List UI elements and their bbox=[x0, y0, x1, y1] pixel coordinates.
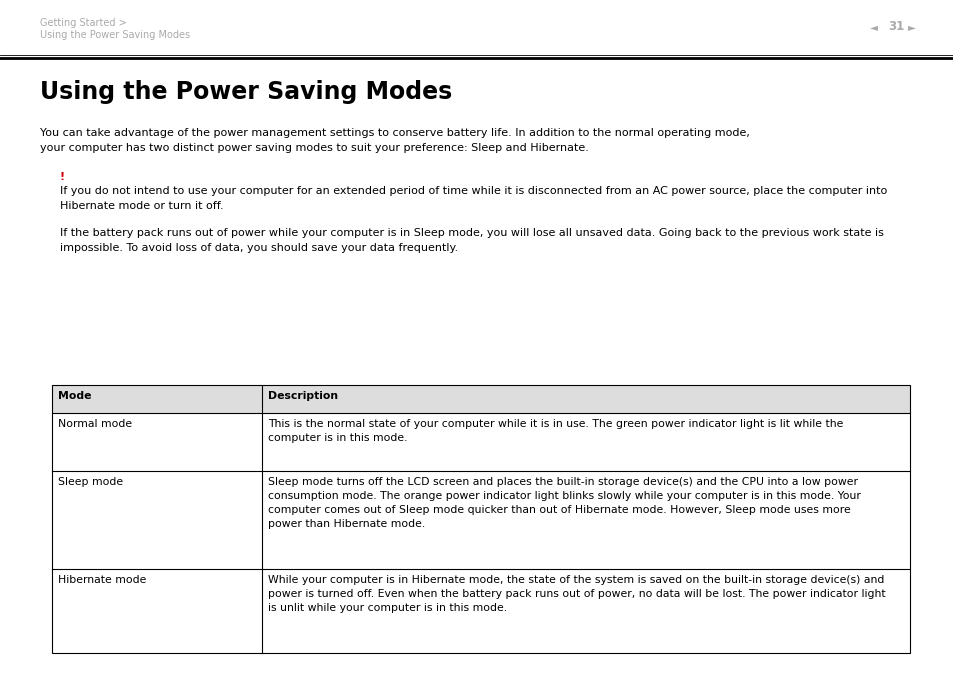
Text: impossible. To avoid loss of data, you should save your data frequently.: impossible. To avoid loss of data, you s… bbox=[60, 243, 457, 253]
Text: ►: ► bbox=[907, 22, 915, 32]
Text: Using the Power Saving Modes: Using the Power Saving Modes bbox=[40, 30, 190, 40]
Text: Getting Started >: Getting Started > bbox=[40, 18, 127, 28]
Text: While your computer is in Hibernate mode, the state of the system is saved on th: While your computer is in Hibernate mode… bbox=[268, 575, 885, 613]
Text: Normal mode: Normal mode bbox=[58, 419, 132, 429]
Text: Sleep mode turns off the LCD screen and places the built-in storage device(s) an: Sleep mode turns off the LCD screen and … bbox=[268, 477, 861, 529]
Text: If the battery pack runs out of power while your computer is in Sleep mode, you : If the battery pack runs out of power wh… bbox=[60, 228, 882, 238]
Text: Sleep mode: Sleep mode bbox=[58, 477, 123, 487]
Text: Description: Description bbox=[268, 391, 338, 401]
Text: Hibernate mode or turn it off.: Hibernate mode or turn it off. bbox=[60, 201, 223, 211]
Text: your computer has two distinct power saving modes to suit your preference: Sleep: your computer has two distinct power sav… bbox=[40, 143, 588, 153]
Text: 31: 31 bbox=[887, 20, 903, 33]
Text: Hibernate mode: Hibernate mode bbox=[58, 575, 146, 585]
Text: !: ! bbox=[60, 172, 65, 182]
Text: ◄: ◄ bbox=[869, 22, 877, 32]
Text: Mode: Mode bbox=[58, 391, 91, 401]
Text: You can take advantage of the power management settings to conserve battery life: You can take advantage of the power mana… bbox=[40, 128, 749, 138]
Text: This is the normal state of your computer while it is in use. The green power in: This is the normal state of your compute… bbox=[268, 419, 842, 443]
Text: Using the Power Saving Modes: Using the Power Saving Modes bbox=[40, 80, 452, 104]
Bar bbox=[52, 385, 909, 413]
Text: If you do not intend to use your computer for an extended period of time while i: If you do not intend to use your compute… bbox=[60, 186, 886, 196]
Bar bbox=[52, 385, 909, 653]
